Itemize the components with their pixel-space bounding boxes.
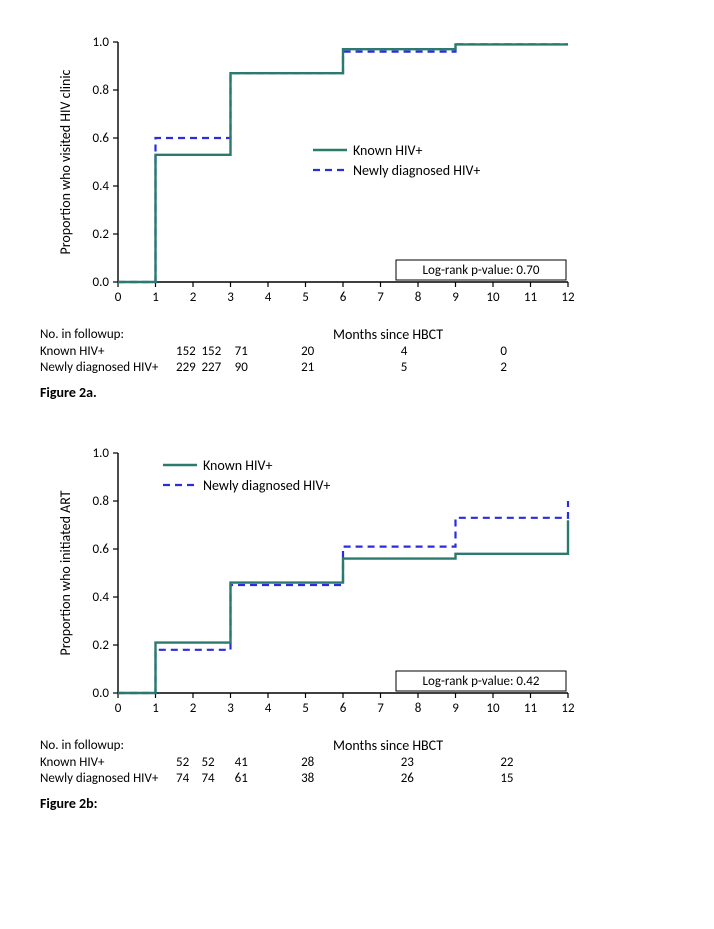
x-tick-label: 12 [561,701,575,716]
followup-value: 21 [301,360,401,376]
followup-value: 23 [401,755,501,771]
followup-row-label: Known HIV+ [40,344,176,360]
x-tick-label: 11 [524,701,537,716]
legend-label-known: Known HIV+ [203,457,272,474]
x-tick-label: 1 [152,701,159,716]
y-tick-label: 0.4 [93,179,110,194]
y-tick-label: 1.0 [93,446,110,461]
followup-value: 2 [500,360,600,376]
legend-label-newly: Newly diagnosed HIV+ [203,477,330,494]
x-tick-label: 7 [377,290,384,305]
chart-a: 01234567891011120.00.20.40.60.81.0Propor… [40,30,674,320]
y-tick-label: 0.8 [93,83,110,98]
x-tick-label: 9 [452,701,459,716]
legend-label-newly: Newly diagnosed HIV+ [353,162,480,179]
y-tick-label: 0.2 [93,227,110,242]
y-tick-label: 0.6 [93,542,110,557]
followup-value: 71 [235,344,301,360]
x-tick-label: 2 [190,290,197,305]
figure-2b: 01234567891011120.00.20.40.60.81.0Propor… [40,441,674,812]
x-axis-label: Months since HBCT [176,326,600,344]
x-tick-label: 2 [190,701,197,716]
followup-value: 74 [201,771,234,787]
followup-row-label: Newly diagnosed HIV+ [40,360,176,376]
followup-value: 90 [235,360,301,376]
x-tick-label: 11 [524,290,537,305]
followup-row-label: Known HIV+ [40,755,176,771]
caption-b: Figure 2b: [40,795,674,812]
x-tick-label: 5 [302,701,309,716]
series-known [118,44,568,282]
legend-label-known: Known HIV+ [353,142,422,159]
followup-value: 229 [176,360,201,376]
followup-row-label: Newly diagnosed HIV+ [40,771,176,787]
pvalue-label: Log-rank p-value: 0.70 [423,263,540,278]
y-tick-label: 0.8 [93,494,110,509]
followup-value: 52 [201,755,234,771]
followup-value: 227 [201,360,234,376]
followup-b: No. in followup:Months since HBCTKnown H… [40,737,674,787]
followup-value: 41 [235,755,301,771]
x-tick-label: 3 [227,290,234,305]
x-tick-label: 0 [115,290,122,305]
followup-value: 52 [176,755,201,771]
y-tick-label: 0.0 [93,275,110,290]
x-tick-label: 4 [265,290,272,305]
y-tick-label: 1.0 [93,35,110,50]
x-tick-label: 1 [152,290,159,305]
x-tick-label: 3 [227,701,234,716]
followup-value: 152 [201,344,234,360]
x-tick-label: 12 [561,290,575,305]
followup-value: 20 [301,344,401,360]
followup-value: 5 [401,360,501,376]
followup-header: No. in followup: [40,326,176,344]
caption-a: Figure 2a. [40,384,674,401]
series-known [118,520,568,693]
x-tick-label: 8 [415,290,422,305]
pvalue-label: Log-rank p-value: 0.42 [423,674,540,689]
y-tick-label: 0.2 [93,638,110,653]
followup-value: 61 [235,771,301,787]
y-axis-label: Proportion who visited HIV clinic [57,69,74,254]
x-tick-label: 6 [340,290,347,305]
followup-value: 38 [301,771,401,787]
x-tick-label: 5 [302,290,309,305]
followup-value: 4 [401,344,501,360]
y-tick-label: 0.0 [93,686,110,701]
x-tick-label: 10 [486,290,500,305]
followup-value: 22 [500,755,600,771]
x-tick-label: 0 [115,701,122,716]
series-newly [118,501,568,693]
followup-value: 152 [176,344,201,360]
series-newly [118,44,568,282]
followup-value: 26 [401,771,501,787]
x-tick-label: 8 [415,701,422,716]
x-tick-label: 9 [452,290,459,305]
chart-b-svg: 01234567891011120.00.20.40.60.81.0Propor… [40,441,600,731]
y-tick-label: 0.4 [93,590,110,605]
y-tick-label: 0.6 [93,131,110,146]
followup-value: 28 [301,755,401,771]
x-tick-label: 7 [377,701,384,716]
chart-b: 01234567891011120.00.20.40.60.81.0Propor… [40,441,674,731]
chart-a-svg: 01234567891011120.00.20.40.60.81.0Propor… [40,30,600,320]
followup-header: No. in followup: [40,737,176,755]
x-tick-label: 6 [340,701,347,716]
y-axis-label: Proportion who initiated ART [57,490,74,655]
figure-2a: 01234567891011120.00.20.40.60.81.0Propor… [40,30,674,401]
followup-value: 15 [500,771,600,787]
x-tick-label: 4 [265,701,272,716]
x-axis-label: Months since HBCT [176,737,600,755]
followup-a: No. in followup:Months since HBCTKnown H… [40,326,674,376]
followup-value: 0 [500,344,600,360]
followup-value: 74 [176,771,201,787]
x-tick-label: 10 [486,701,500,716]
